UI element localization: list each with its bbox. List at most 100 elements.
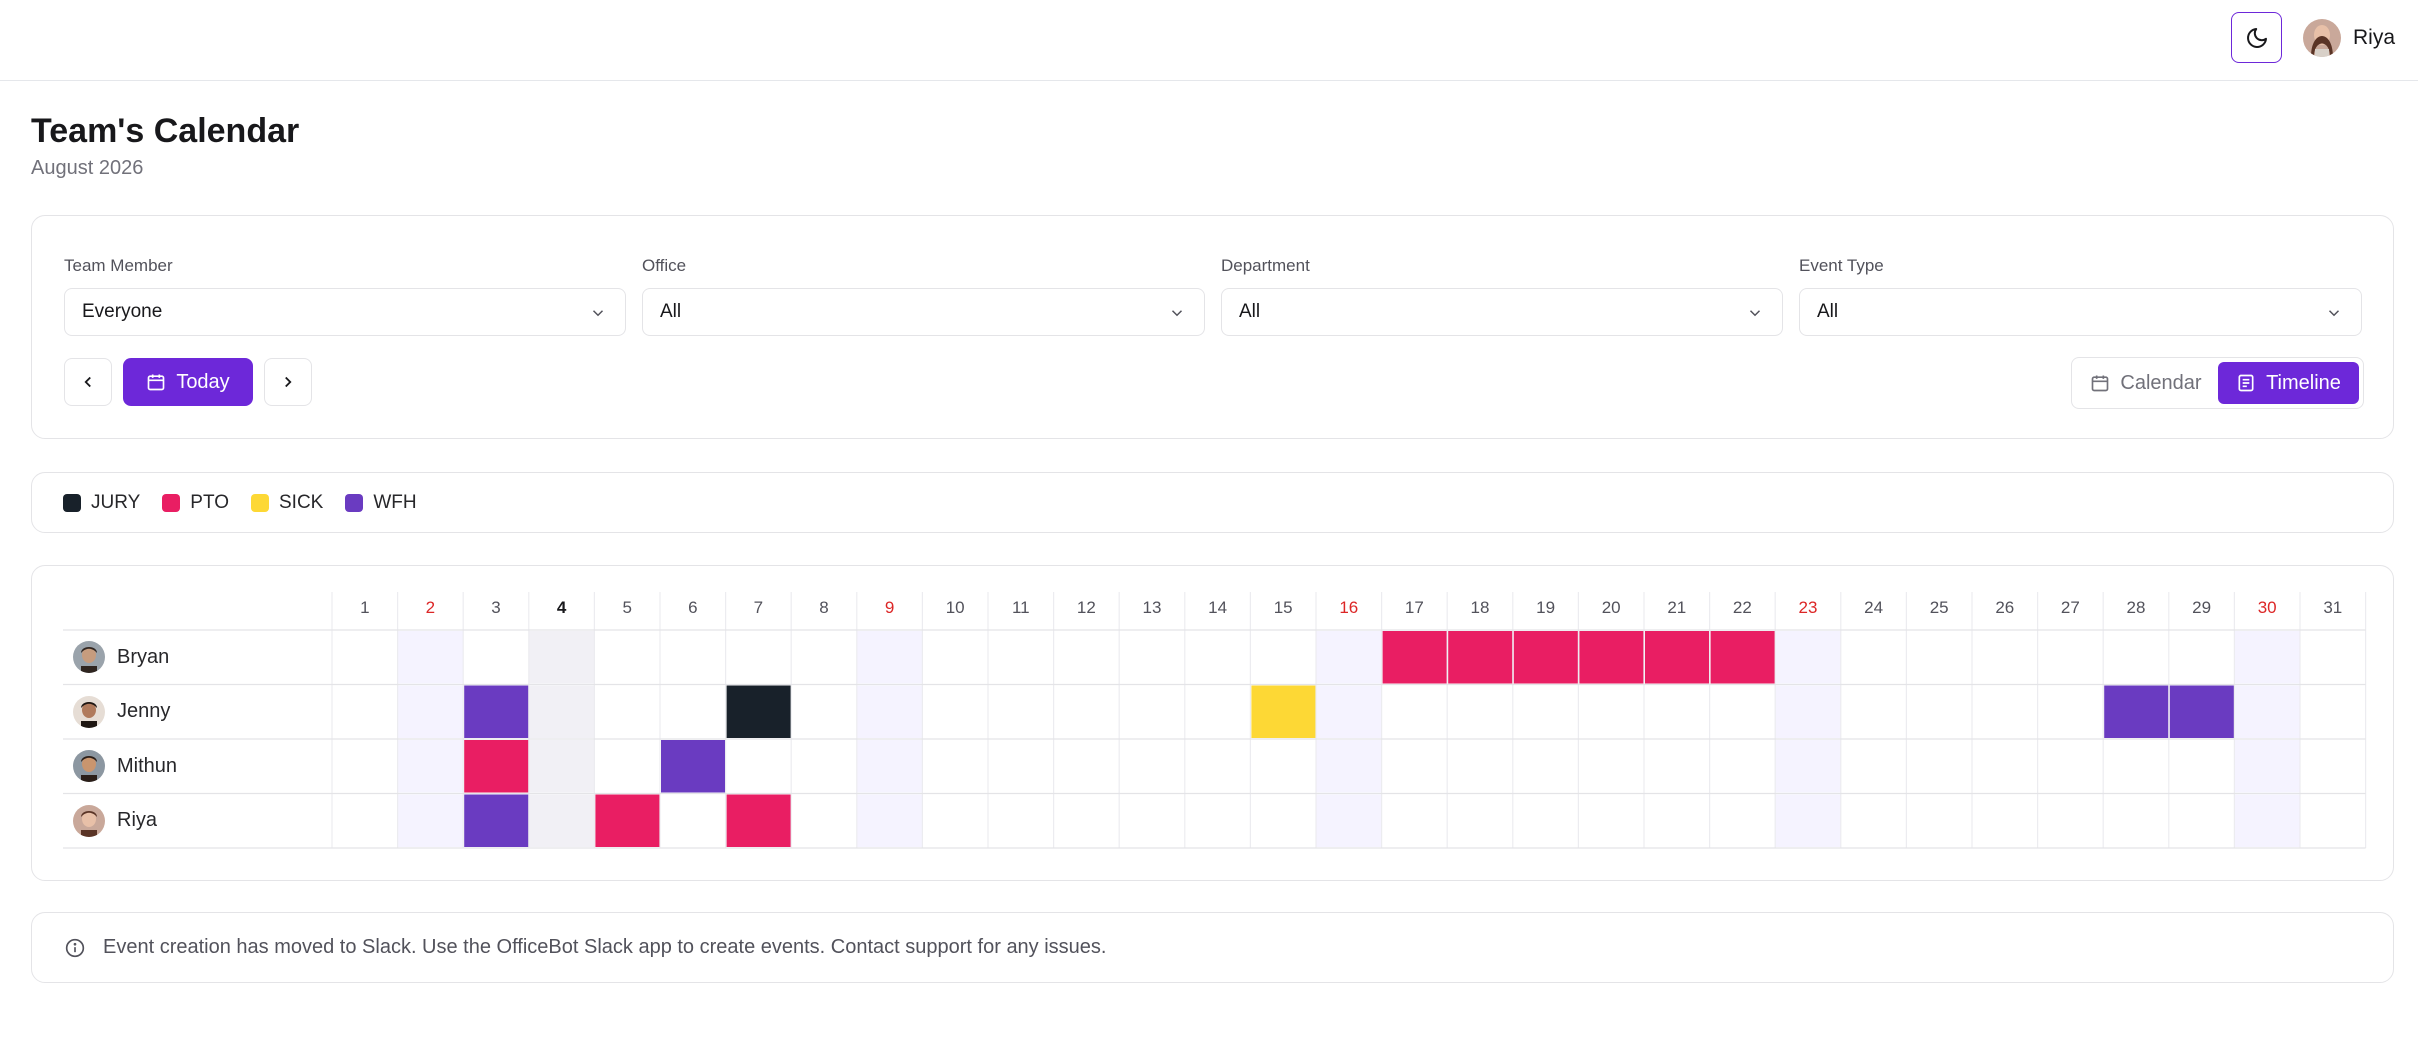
office-value: All [660,301,682,322]
shaded-cell [1775,685,1841,738]
event-cell-pto[interactable] [1382,631,1448,684]
day-header-label: 11 [1011,598,1030,617]
shaded-cell [2234,794,2300,847]
day-header-label: 13 [1142,598,1162,617]
shaded-cell [856,794,923,847]
legend-swatch [63,493,81,512]
legend: JURY PTO SICK WFH [31,472,2394,533]
shaded-cell [397,740,464,793]
chevron-right-icon [285,376,292,388]
shaded-cell [1316,631,1382,684]
day-header-label: 9 [884,598,895,617]
chevron-down-icon [1749,310,1761,317]
department-value: All [1239,301,1261,322]
event-cell-pto[interactable] [1645,631,1710,684]
filters-card: Team Member Everyone Office All Departme… [31,215,2394,439]
legend-swatch [162,493,181,512]
filter-label-event-type: Event Type [1799,256,1884,275]
shaded-cell [1316,685,1382,738]
member-name: Bryan [117,645,170,668]
day-header-label: 10 [945,598,965,617]
event-cell-pto[interactable] [464,740,529,793]
event-cell-pto[interactable] [726,794,792,848]
shaded-cell [2234,631,2300,684]
event-cell-pto[interactable] [595,794,660,848]
chevron-down-icon [1171,310,1183,317]
shaded-cell [856,685,923,738]
today-label: Today [176,370,230,393]
member-row-riya: Riya [63,794,332,848]
shaded-cell [397,685,464,738]
member-row-mithun: Mithun [63,739,332,793]
event-cell-pto[interactable] [1710,631,1776,684]
shaded-cell [528,631,595,684]
view-toggle: Calendar Timeline [2071,357,2364,409]
moon-icon [2246,27,2267,48]
timeline-icon [2238,374,2254,392]
avatar [73,695,105,728]
day-header-label: 8 [819,598,829,617]
member-name: Riya [117,809,158,831]
timeline-view-label: Timeline [2266,371,2341,394]
event-cell-sick[interactable] [1251,685,1316,739]
info-icon [65,938,85,957]
legend-item-pto: PTO [162,492,229,514]
shaded-cell [528,794,595,847]
shaded-cell [528,740,595,793]
shaded-cell [1316,794,1382,847]
team-member-select[interactable]: Everyone [64,288,626,336]
shaded-cell [1775,631,1841,684]
office-select[interactable]: All [642,288,1205,336]
calendar-view-button[interactable]: Calendar [2076,362,2216,404]
day-header-label: 6 [688,598,698,617]
shaded-cell [1316,740,1382,793]
event-cell-wfh[interactable] [2104,685,2169,739]
theme-toggle-button[interactable] [2231,12,2282,63]
calendar-icon [147,374,165,391]
legend-item-jury: JURY [63,492,140,514]
day-header-label: 14 [1208,598,1228,617]
day-header-label: 18 [1470,598,1490,617]
event-cell-pto[interactable] [1579,631,1644,684]
event-cell-wfh[interactable] [661,740,726,793]
legend-item-sick: SICK [251,492,323,514]
user-menu[interactable]: Riya [2303,18,2395,58]
day-header-label: 30 [2257,598,2277,617]
previous-month-button[interactable] [64,358,112,406]
shaded-cell [397,631,464,684]
member-row-jenny: Jenny [63,685,332,739]
next-month-button[interactable] [264,358,312,406]
legend-label: SICK [279,491,324,513]
legend-label: JURY [91,491,141,513]
chevron-down-icon [592,310,604,317]
top-bar: Riya [0,0,2418,81]
filter-label-office: Office [642,256,687,275]
team-member-value: Everyone [82,301,163,322]
day-header-label: 3 [491,598,501,617]
event-cell-wfh[interactable] [2169,685,2235,739]
event-cell-pto[interactable] [1513,631,1579,684]
user-name: Riya [2353,26,2396,49]
event-cell-pto[interactable] [1448,631,1513,684]
avatar [73,641,105,673]
day-header-label: 20 [1601,598,1621,617]
avatar [73,804,105,837]
day-header-label: 19 [1536,598,1556,617]
event-cell-jury[interactable] [726,685,792,739]
timeline-view-button[interactable]: Timeline [2218,362,2359,404]
event-cell-wfh[interactable] [464,685,529,739]
shaded-cell [856,631,923,684]
day-header-label: 26 [1995,598,2015,617]
member-name: Jenny [117,700,171,722]
day-header-label: 12 [1076,598,1096,617]
event-type-select[interactable]: All [1799,288,2362,336]
department-select[interactable]: All [1221,288,1783,336]
day-header-label: 27 [2060,598,2080,617]
today-button[interactable]: Today [123,358,253,406]
day-header-label: 25 [1929,598,1949,617]
avatar [73,750,105,782]
filter-label-department: Department [1221,256,1310,275]
day-header-label: 5 [622,598,632,617]
event-cell-wfh[interactable] [464,794,529,848]
